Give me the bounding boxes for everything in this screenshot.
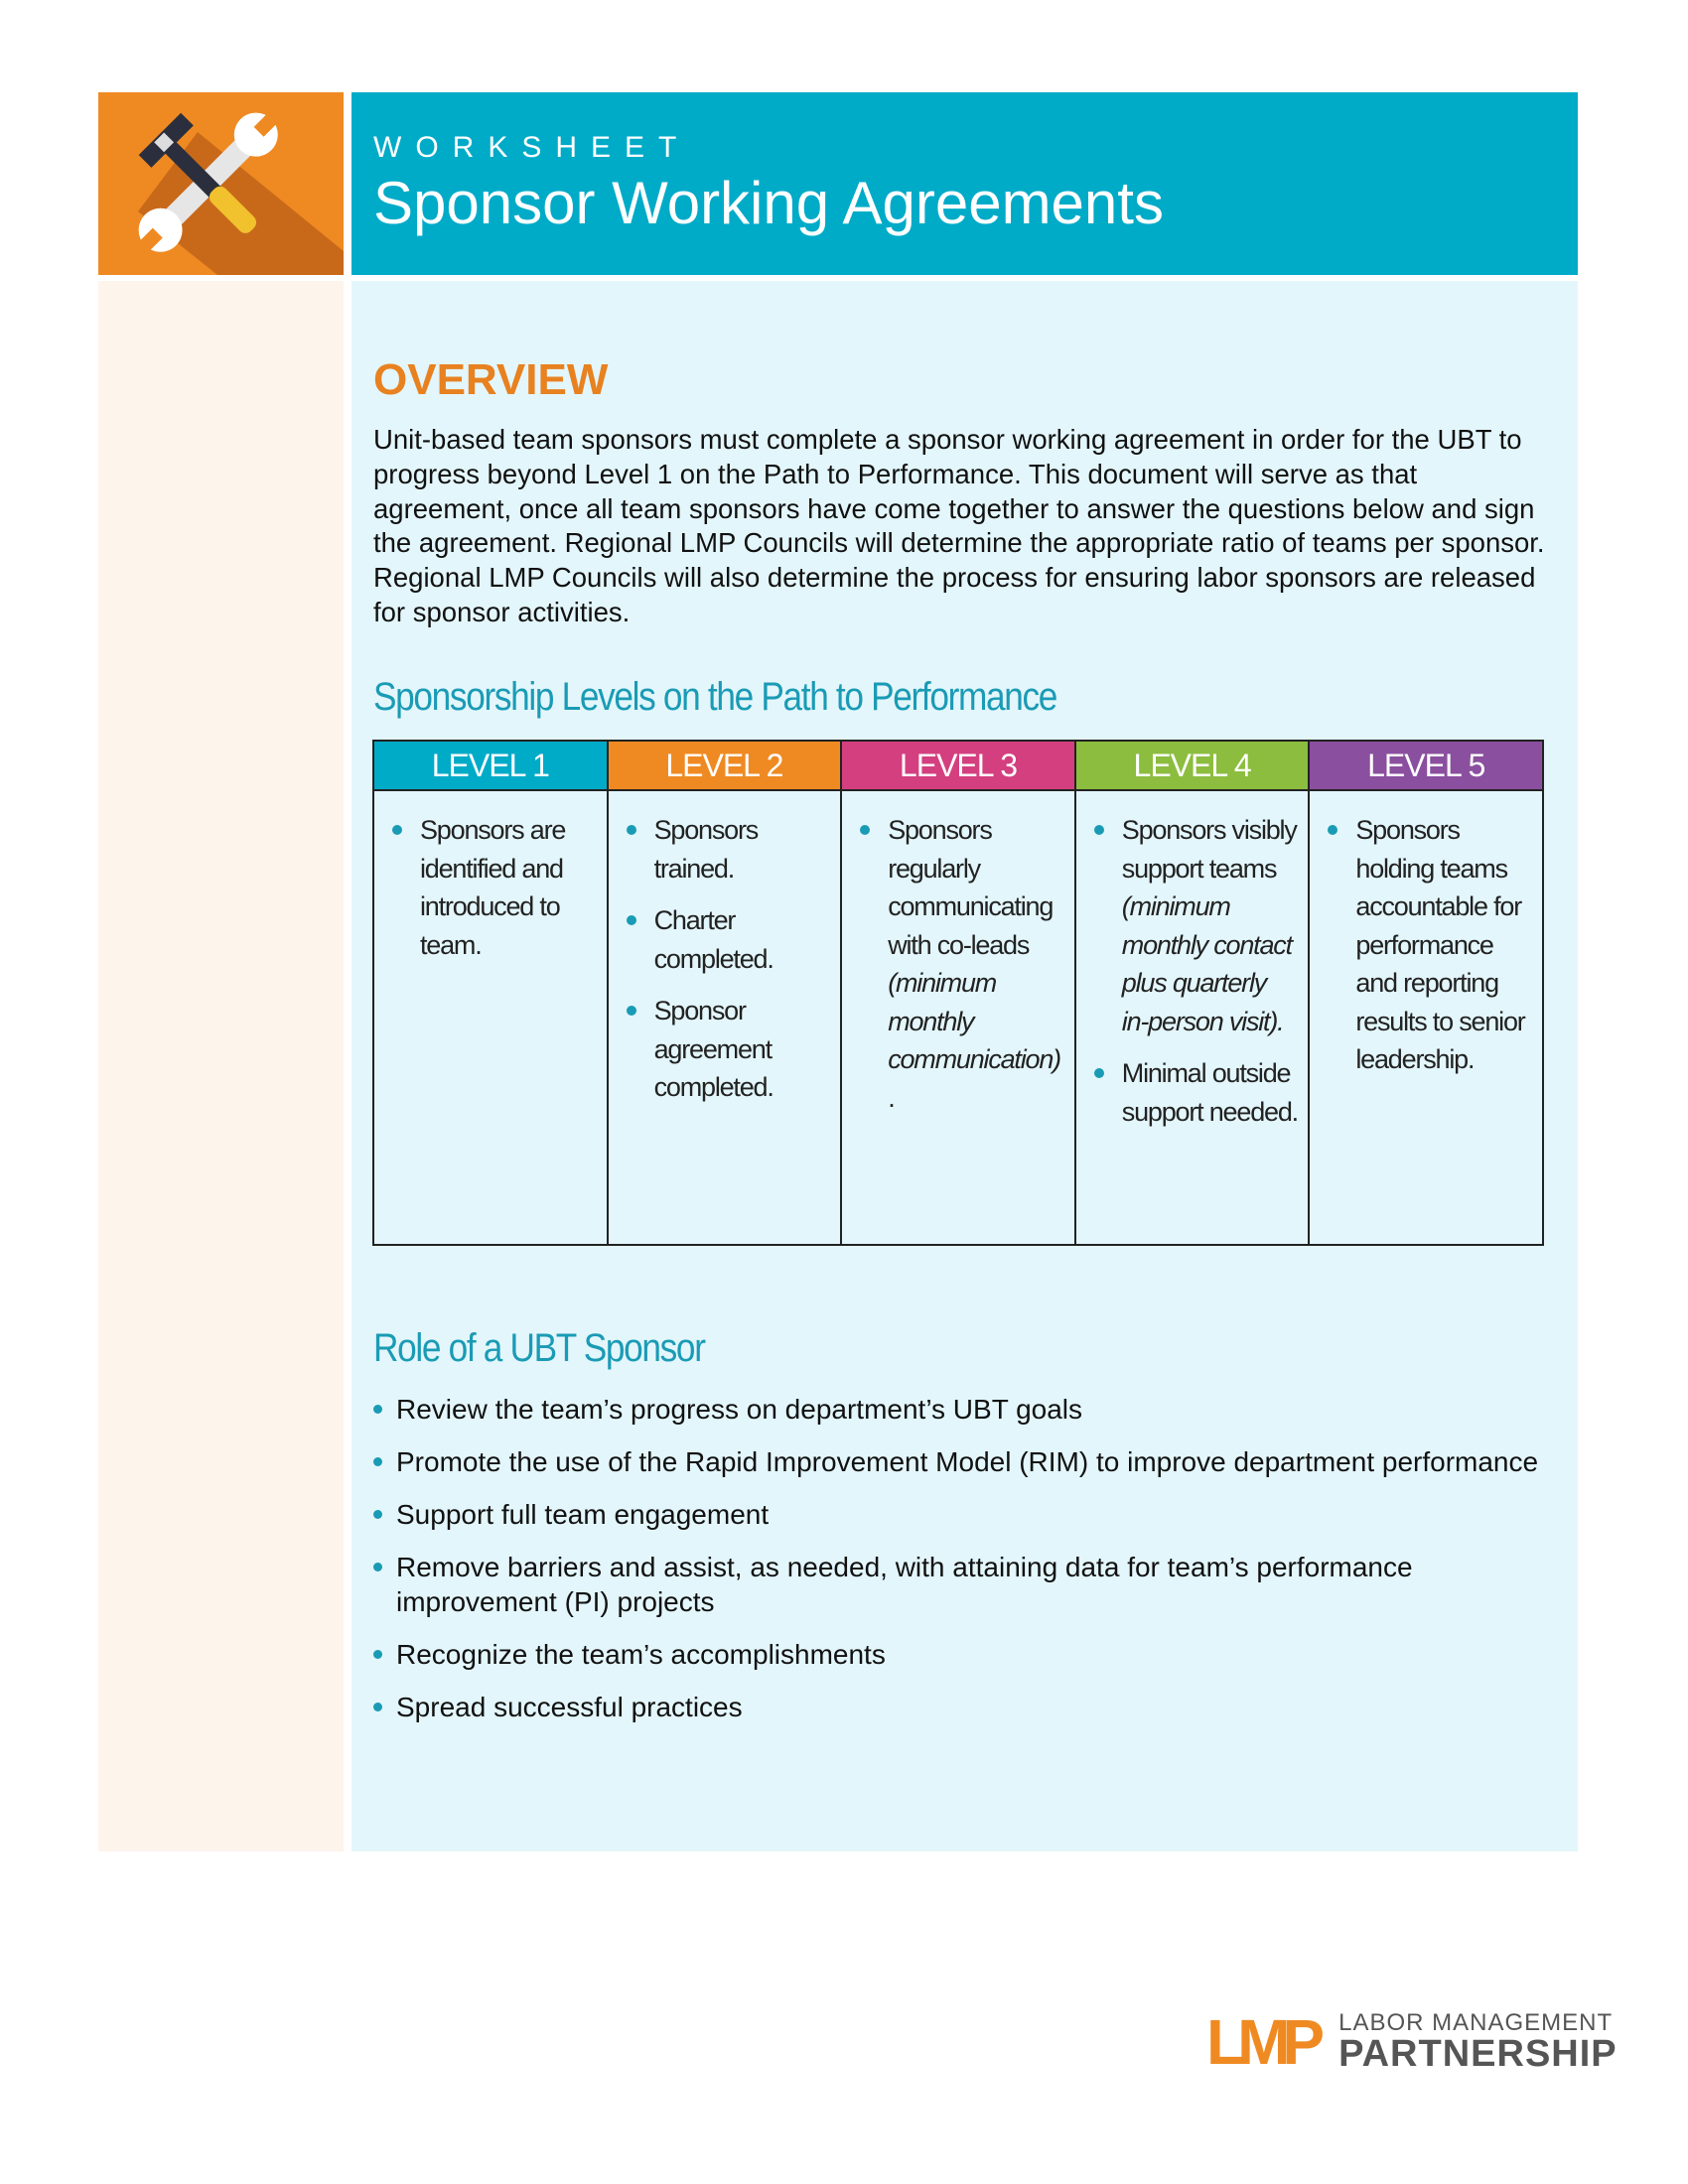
level-header: LEVEL 3 xyxy=(842,742,1074,791)
level-item: Minimal outside support needed. xyxy=(1090,1054,1299,1131)
level-item-text: Sponsors are identified and introduced t… xyxy=(420,815,566,960)
level-item: Charter completed. xyxy=(623,901,831,978)
bullet-icon xyxy=(373,1703,382,1711)
lmp-logo-mark: LMP xyxy=(1206,2006,1325,2078)
role-item-text: Spread successful practices xyxy=(396,1692,743,1722)
role-item: Spread successful practices xyxy=(373,1690,1545,1724)
bullet-icon xyxy=(1328,825,1338,835)
level-header: LEVEL 2 xyxy=(608,742,841,791)
role-item: Support full team engagement xyxy=(373,1497,1545,1532)
level-item-text: Sponsor agreement completed. xyxy=(653,996,774,1102)
role-item: Recognize the team’s accomplishments xyxy=(373,1637,1545,1672)
level-item-note: (minimum monthly communication) xyxy=(888,968,1061,1074)
bullet-icon xyxy=(860,825,871,835)
level-column: LEVEL 3 Sponsors regularly communicating … xyxy=(842,742,1076,1244)
level-item-text: Sponsors holding teams accountable for p… xyxy=(1355,815,1525,1074)
level-column: LEVEL 1 Sponsors are identified and intro… xyxy=(374,742,609,1244)
worksheet-label: WORKSHEET xyxy=(373,131,691,164)
level-item-text: Charter completed. xyxy=(653,905,774,974)
role-item: Remove barriers and assist, as needed, w… xyxy=(373,1550,1545,1619)
sidebar-panel xyxy=(98,281,344,1851)
level-header: LEVEL 4 xyxy=(1075,742,1309,791)
level-column: LEVEL 5 Sponsors holding teams accountabl… xyxy=(1310,742,1542,1244)
bullet-icon xyxy=(1093,825,1104,835)
page-title: Sponsor Working Agreements xyxy=(373,170,1164,236)
role-item-text: Recognize the team’s accomplishments xyxy=(396,1639,886,1670)
overview-text: Unit-based team sponsors must complete a… xyxy=(373,424,1545,627)
level-column: LEVEL 2 Sponsors trained. Charter complete… xyxy=(608,742,843,1244)
level-item: Sponsor agreement completed. xyxy=(623,992,831,1107)
main-panel xyxy=(352,281,1578,1851)
level-item-text: Sponsors regularly communicating with co… xyxy=(888,815,1054,960)
bullet-icon xyxy=(1093,1068,1104,1078)
lmp-logo: LMP LABOR MANAGEMENT PARTNERSHIP xyxy=(1206,2006,1618,2078)
role-item: Review the team’s progress on department… xyxy=(373,1392,1545,1427)
level-item-after: . xyxy=(888,1082,896,1113)
bullet-icon xyxy=(626,825,636,835)
level-item-text: Minimal outside support needed. xyxy=(1121,1058,1299,1127)
level-item: Sponsors are identified and introduced t… xyxy=(388,811,597,964)
bullet-icon xyxy=(373,1457,382,1466)
level-item: Sponsors regularly communicating with co… xyxy=(856,811,1064,1117)
logo-line2: PARTNERSHIP xyxy=(1338,2033,1618,2075)
level-item-text: Sponsors trained. xyxy=(653,815,760,884)
role-item-text: Promote the use of the Rapid Improvement… xyxy=(396,1446,1539,1477)
level-header: LEVEL 5 xyxy=(1310,742,1542,791)
levels-table: LEVEL 1 Sponsors are identified and intro… xyxy=(372,740,1544,1246)
bullet-icon xyxy=(626,915,636,925)
bullet-icon xyxy=(373,1650,382,1659)
header-banner xyxy=(352,92,1578,275)
role-item-text: Remove barriers and assist, as needed, w… xyxy=(396,1552,1413,1617)
role-list: Review the team’s progress on department… xyxy=(373,1392,1545,1742)
bullet-icon xyxy=(373,1563,382,1571)
role-item: Promote the use of the Rapid Improvement… xyxy=(373,1444,1545,1479)
level-item: Sponsors visibly support teams (minimum m… xyxy=(1090,811,1299,1040)
role-item-text: Support full team engagement xyxy=(396,1499,770,1530)
logo-line1: LABOR MANAGEMENT xyxy=(1338,2009,1614,2036)
role-heading: Role of a UBT Sponsor xyxy=(373,1326,706,1370)
level-item-text: Sponsors visibly support teams xyxy=(1121,815,1298,884)
level-item-note: (minimum monthly contact plus quarterly … xyxy=(1121,891,1293,1036)
level-header: LEVEL 1 xyxy=(374,742,607,791)
bullet-icon xyxy=(373,1405,382,1414)
bullet-icon xyxy=(373,1510,382,1519)
bullet-icon xyxy=(392,825,402,835)
level-item: Sponsors holding teams accountable for p… xyxy=(1324,811,1532,1079)
level-column: LEVEL 4 Sponsors visibly support teams (mi… xyxy=(1075,742,1311,1244)
role-item-text: Review the team’s progress on department… xyxy=(396,1394,1083,1425)
bullet-icon xyxy=(626,1006,636,1016)
level-item: Sponsors trained. xyxy=(623,811,831,887)
wrench-hammer-icon xyxy=(98,92,344,275)
levels-heading: Sponsorship Levels on the Path to Perfor… xyxy=(373,675,1057,719)
overview-heading: OVERVIEW xyxy=(373,355,609,404)
